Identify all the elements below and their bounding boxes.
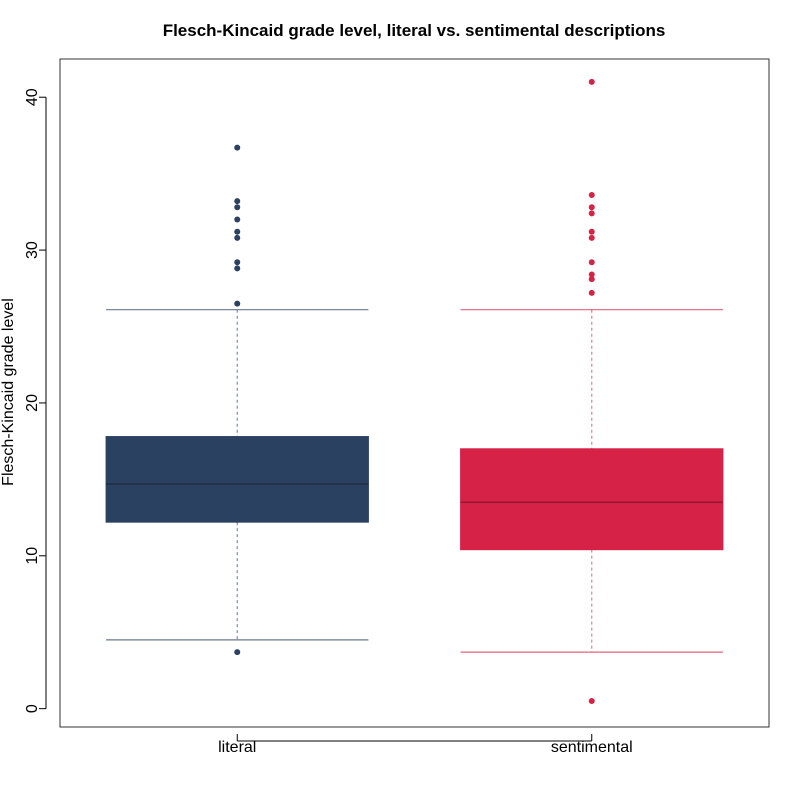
outlier-point <box>588 192 595 199</box>
y-tick-label: 0 <box>24 704 41 713</box>
y-tick-label: 20 <box>24 394 41 412</box>
x-tick-label: literal <box>218 739 256 756</box>
outlier-point <box>234 198 241 205</box>
y-tick-label: 10 <box>24 547 41 565</box>
outlier-point <box>588 210 595 217</box>
y-axis: 0 10 20 30 40 <box>24 88 47 713</box>
outlier-point <box>234 216 241 223</box>
y-tick-label: 40 <box>24 88 41 106</box>
outlier-point <box>588 276 595 283</box>
plot-area-frame <box>59 58 770 728</box>
outlier-point <box>234 265 241 272</box>
outlier-point <box>588 698 595 705</box>
outlier-point <box>234 228 241 235</box>
outlier-point <box>234 144 241 151</box>
box-sentimental <box>460 78 724 705</box>
outlier-point <box>234 300 241 307</box>
outlier-point <box>234 204 241 211</box>
iqr-box <box>105 436 369 523</box>
box-literal <box>105 144 369 656</box>
outlier-point <box>234 234 241 241</box>
y-tick-label: 30 <box>24 241 41 259</box>
x-tick-label: sentimental <box>551 739 633 756</box>
outlier-point <box>588 289 595 296</box>
outlier-point <box>588 204 595 211</box>
y-axis-label: Flesch-Kincaid grade level <box>0 298 17 486</box>
outlier-point <box>588 271 595 278</box>
outlier-point <box>588 234 595 241</box>
outlier-point <box>234 259 241 266</box>
chart-title: Flesch-Kincaid grade level, literal vs. … <box>163 21 666 40</box>
outlier-point <box>234 649 241 656</box>
boxes-layer <box>105 78 724 705</box>
outlier-point <box>588 259 595 266</box>
outlier-point <box>588 228 595 235</box>
x-axis: literal sentimental <box>218 734 633 756</box>
iqr-box <box>460 448 724 551</box>
outlier-point <box>588 78 595 85</box>
